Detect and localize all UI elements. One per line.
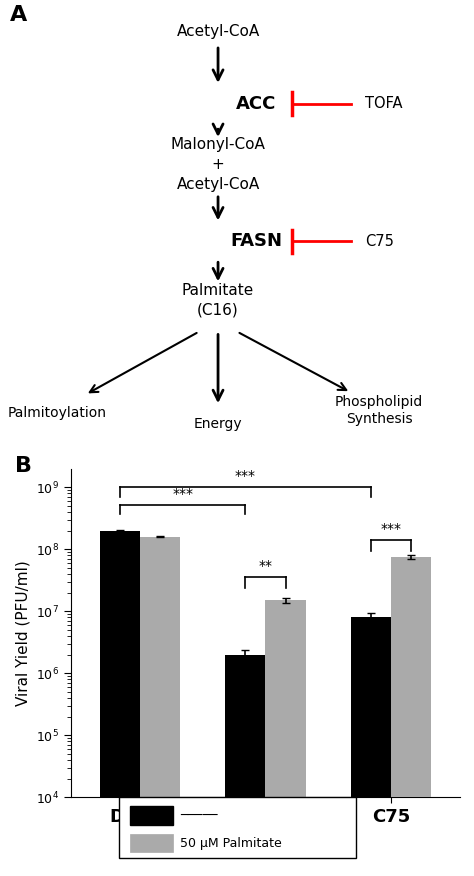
Bar: [351, 618, 391, 876]
Text: Palmitate
(C16): Palmitate (C16): [182, 283, 254, 317]
Bar: [130, 806, 173, 825]
Text: C75: C75: [365, 234, 394, 249]
Bar: [225, 654, 265, 876]
Text: Energy: Energy: [194, 417, 242, 431]
Text: ─────: ─────: [180, 809, 218, 822]
Bar: [130, 834, 173, 852]
Bar: [391, 557, 431, 876]
Text: TOFA: TOFA: [365, 96, 402, 111]
Bar: [265, 600, 306, 876]
Text: Acetyl-CoA: Acetyl-CoA: [176, 24, 260, 39]
Bar: [100, 531, 140, 876]
Text: B: B: [15, 456, 32, 476]
Text: **: **: [258, 560, 273, 574]
Text: ***: ***: [235, 470, 256, 484]
Text: FASN: FASN: [230, 232, 282, 251]
Bar: [140, 537, 180, 876]
Text: ACC: ACC: [236, 95, 276, 113]
Text: ***: ***: [172, 487, 193, 501]
Y-axis label: Viral Yield (PFU/ml): Viral Yield (PFU/ml): [16, 560, 31, 706]
Text: 50 μM Palmitate: 50 μM Palmitate: [180, 837, 282, 850]
Text: Phospholipid
Synthesis: Phospholipid Synthesis: [335, 395, 423, 427]
Text: Palmitoylation: Palmitoylation: [8, 406, 106, 420]
Text: ***: ***: [380, 522, 401, 536]
Text: A: A: [9, 4, 27, 25]
FancyBboxPatch shape: [118, 797, 356, 858]
Text: Malonyl-CoA
+
Acetyl-CoA: Malonyl-CoA + Acetyl-CoA: [171, 138, 265, 192]
